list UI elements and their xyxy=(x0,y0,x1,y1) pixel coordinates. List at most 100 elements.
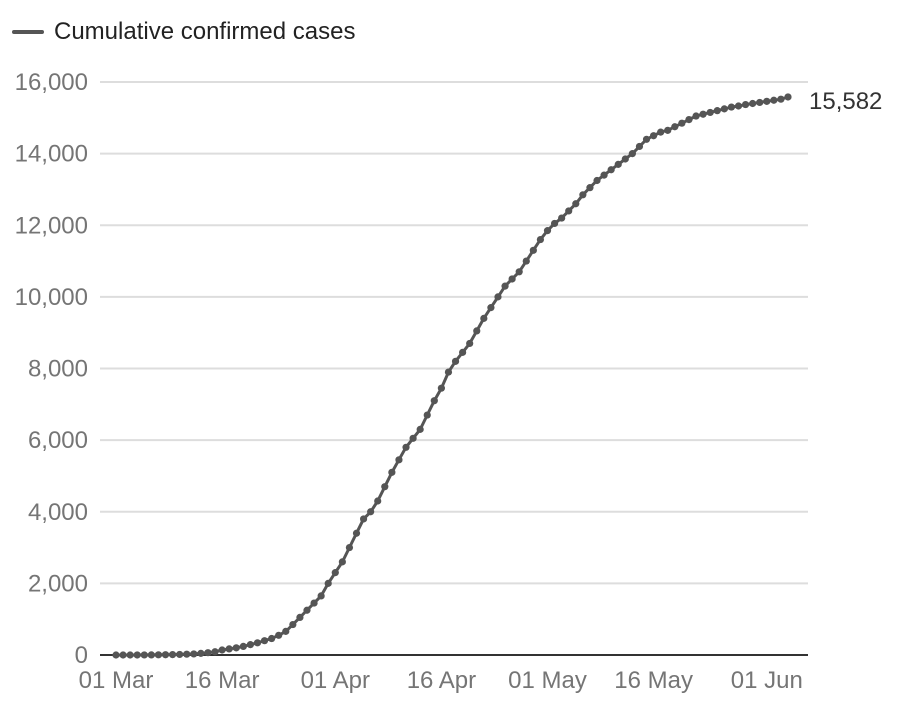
data-point xyxy=(246,641,254,649)
data-point xyxy=(119,651,127,659)
data-point xyxy=(650,132,658,140)
data-point xyxy=(642,135,651,143)
data-point xyxy=(140,651,148,659)
data-point xyxy=(784,93,792,101)
data-point xyxy=(536,235,545,244)
data-point xyxy=(734,102,743,110)
data-point xyxy=(402,443,410,451)
data-point xyxy=(473,327,481,335)
data-point xyxy=(558,214,566,222)
data-point xyxy=(657,128,665,136)
data-point xyxy=(381,483,389,491)
data-point xyxy=(409,434,417,442)
data-point xyxy=(720,105,728,113)
data-point xyxy=(317,592,325,600)
y-tick-label: 8,000 xyxy=(28,356,88,383)
y-tick-label: 4,000 xyxy=(28,499,88,526)
data-point xyxy=(154,651,163,659)
data-point xyxy=(628,150,636,158)
data-point xyxy=(147,651,155,659)
y-tick-label: 6,000 xyxy=(28,427,88,454)
x-tick-label: 01 Apr xyxy=(301,667,370,694)
data-point xyxy=(749,99,757,108)
data-point xyxy=(756,98,764,107)
data-point xyxy=(395,456,403,464)
data-point xyxy=(600,171,608,179)
y-axis-ticks: 0 2,000 4,000 6,000 8,000 10,000 12,000 14,000 1… xyxy=(15,69,88,669)
data-point xyxy=(275,631,283,639)
data-point xyxy=(352,529,361,537)
data-point xyxy=(161,651,170,659)
data-point xyxy=(416,425,424,433)
series-line-cumulative-confirmed-cases xyxy=(116,95,789,657)
data-point xyxy=(579,191,587,199)
data-point xyxy=(345,543,354,552)
data-point xyxy=(444,368,453,376)
data-point xyxy=(112,651,120,659)
grid-lines xyxy=(100,81,808,585)
data-point xyxy=(635,142,644,151)
data-point xyxy=(550,219,559,228)
data-point xyxy=(374,497,382,505)
data-point xyxy=(204,649,212,657)
data-point xyxy=(777,95,785,103)
data-point xyxy=(211,648,219,656)
data-point xyxy=(197,649,205,657)
x-tick-label: 01 Jun xyxy=(731,667,803,694)
data-point xyxy=(183,650,191,658)
data-point xyxy=(543,227,552,235)
data-point xyxy=(176,650,184,659)
data-point xyxy=(289,620,297,629)
data-point xyxy=(692,112,700,120)
data-point xyxy=(218,646,226,654)
data-point xyxy=(133,651,141,659)
data-point xyxy=(232,644,240,652)
data-point xyxy=(685,116,693,124)
data-point xyxy=(706,108,714,117)
data-point xyxy=(459,348,467,356)
data-point xyxy=(770,96,778,104)
data-point xyxy=(614,160,622,168)
data-point xyxy=(522,257,530,265)
data-point xyxy=(239,642,247,651)
data-point xyxy=(466,339,474,348)
data-point xyxy=(529,246,537,254)
data-point xyxy=(494,293,502,301)
data-point xyxy=(501,282,509,290)
data-point xyxy=(699,110,707,118)
data-point xyxy=(727,103,736,111)
x-tick-label: 16 Apr xyxy=(407,667,476,694)
data-point xyxy=(296,613,304,621)
data-point xyxy=(437,384,445,392)
data-point xyxy=(741,100,750,109)
data-point xyxy=(268,634,276,643)
data-point xyxy=(388,468,396,476)
data-point xyxy=(671,123,679,131)
x-tick-label: 16 Mar xyxy=(185,667,260,694)
data-point xyxy=(487,304,495,312)
data-point xyxy=(303,606,311,614)
data-point xyxy=(225,645,233,653)
data-point xyxy=(678,119,686,127)
data-point xyxy=(168,651,177,659)
data-point xyxy=(359,515,368,523)
data-point xyxy=(607,166,615,174)
y-tick-label: 16,000 xyxy=(15,69,88,96)
end-value-label: 15,582 xyxy=(809,88,882,115)
data-point xyxy=(508,275,516,283)
data-point xyxy=(451,357,460,365)
y-tick-label: 2,000 xyxy=(28,570,88,597)
data-point xyxy=(310,599,318,607)
data-point xyxy=(763,97,771,105)
data-point xyxy=(260,637,269,645)
data-point xyxy=(423,411,431,419)
y-tick-label: 12,000 xyxy=(15,212,88,239)
data-point xyxy=(253,639,262,647)
y-tick-label: 14,000 xyxy=(15,141,88,168)
data-point xyxy=(331,569,339,577)
data-point xyxy=(367,508,375,516)
x-tick-label: 01 Mar xyxy=(79,667,154,694)
data-point xyxy=(664,126,672,134)
data-point xyxy=(713,107,721,115)
data-point xyxy=(430,397,438,405)
